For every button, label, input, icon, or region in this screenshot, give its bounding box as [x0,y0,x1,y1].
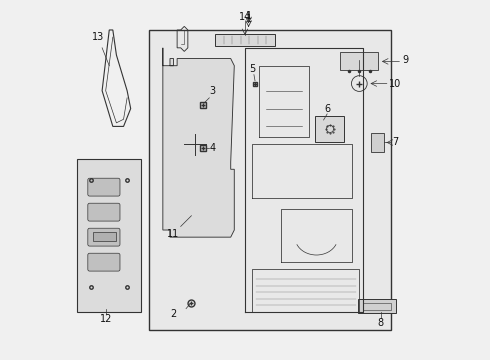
FancyBboxPatch shape [148,30,392,330]
FancyBboxPatch shape [93,232,117,241]
FancyBboxPatch shape [358,298,396,313]
Text: 2: 2 [171,309,177,319]
Text: 1: 1 [245,11,252,21]
Polygon shape [163,48,234,237]
FancyBboxPatch shape [341,52,378,70]
FancyBboxPatch shape [215,33,275,46]
FancyBboxPatch shape [371,133,384,152]
Text: 11: 11 [168,229,180,239]
Text: 9: 9 [403,55,409,65]
FancyBboxPatch shape [88,203,120,221]
Text: 6: 6 [324,104,330,113]
FancyBboxPatch shape [77,158,142,312]
Text: 5: 5 [249,64,255,74]
Text: 1: 1 [245,14,252,24]
FancyBboxPatch shape [88,228,120,246]
Text: 10: 10 [389,78,401,89]
FancyBboxPatch shape [316,116,344,142]
Text: 8: 8 [378,318,384,328]
Text: 14: 14 [239,13,251,22]
Text: 3: 3 [210,86,216,96]
FancyBboxPatch shape [88,178,120,196]
FancyBboxPatch shape [88,253,120,271]
Text: 4: 4 [210,143,216,153]
Text: 7: 7 [392,138,398,148]
Text: 12: 12 [99,314,112,324]
Text: 13: 13 [93,32,105,42]
